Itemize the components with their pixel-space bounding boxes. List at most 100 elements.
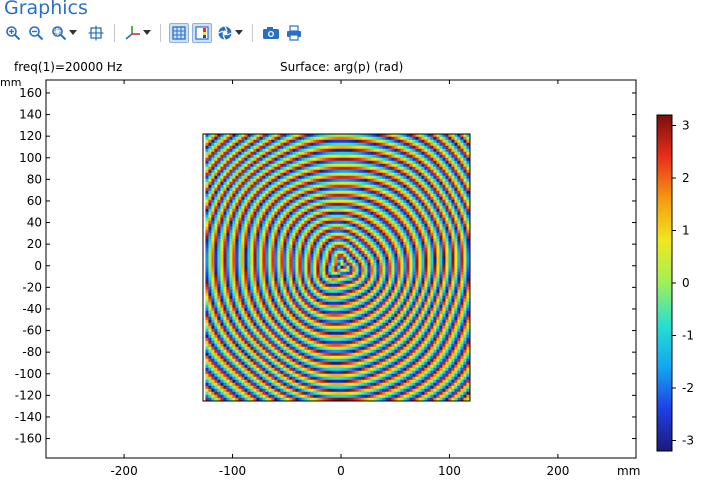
field-cell: [250, 253, 254, 258]
legend-toggle-button[interactable]: [192, 23, 212, 43]
field-cell: [379, 220, 383, 225]
field-cell: [328, 256, 332, 261]
field-cell: [388, 241, 392, 246]
field-cell: [376, 283, 380, 288]
field-cell: [406, 178, 410, 183]
field-cell: [388, 145, 392, 150]
field-cell: [355, 226, 359, 231]
field-cell: [268, 292, 272, 297]
zoom-dropdown-caret[interactable]: [68, 23, 78, 43]
field-cell: [445, 193, 449, 198]
field-cell: [445, 196, 449, 201]
field-cell: [460, 211, 464, 216]
field-cell: [220, 214, 224, 219]
field-cell: [313, 175, 317, 180]
field-cell: [397, 196, 401, 201]
axis-dropdown-caret[interactable]: [142, 23, 152, 43]
field-cell: [409, 214, 413, 219]
field-cell: [259, 214, 263, 219]
field-cell: [370, 163, 374, 168]
field-cell: [265, 211, 269, 216]
field-cell: [328, 169, 332, 174]
field-cell: [421, 274, 425, 279]
print-button[interactable]: [284, 23, 304, 43]
zoom-out-button[interactable]: [26, 23, 46, 43]
field-cell: [241, 178, 245, 183]
field-cell: [337, 235, 341, 240]
field-cell: [265, 229, 269, 234]
field-cell: [346, 196, 350, 201]
field-cell: [445, 145, 449, 150]
axis-orientation-button[interactable]: [123, 23, 143, 43]
field-cell: [370, 283, 374, 288]
field-cell: [259, 220, 263, 225]
field-cell: [328, 271, 332, 276]
field-cell: [349, 256, 353, 261]
field-cell: [451, 226, 455, 231]
field-cell: [463, 172, 467, 177]
field-cell: [448, 154, 452, 159]
field-cell: [310, 169, 314, 174]
zoom-extents-button[interactable]: [86, 23, 106, 43]
field-cell: [274, 163, 278, 168]
field-cell: [382, 265, 386, 270]
field-cell: [346, 157, 350, 162]
field-cell: [430, 262, 434, 267]
field-cell: [391, 223, 395, 228]
field-cell: [463, 244, 467, 249]
field-cell: [283, 202, 287, 207]
zoom-box-button[interactable]: [49, 23, 69, 43]
field-cell: [334, 166, 338, 171]
field-cell: [349, 214, 353, 219]
field-cell: [424, 286, 428, 291]
field-cell: [355, 169, 359, 174]
field-cell: [253, 220, 257, 225]
field-cell: [448, 202, 452, 207]
field-cell: [463, 154, 467, 159]
field-cell: [226, 232, 230, 237]
field-cell: [337, 256, 341, 261]
field-cell: [214, 139, 218, 144]
field-cell: [232, 142, 236, 147]
field-cell: [229, 151, 233, 156]
field-cell: [421, 265, 425, 270]
field-cell: [208, 259, 212, 264]
field-cell: [319, 217, 323, 222]
field-cell: [247, 184, 251, 189]
field-cell: [235, 142, 239, 147]
field-cell: [226, 211, 230, 216]
field-cell: [376, 202, 380, 207]
field-cell: [376, 250, 380, 255]
field-cell: [433, 244, 437, 249]
field-cell: [343, 268, 347, 273]
field-cell: [232, 274, 236, 279]
image-snapshot-button[interactable]: [261, 23, 281, 43]
field-cell: [448, 232, 452, 237]
field-cell: [451, 280, 455, 285]
grid-toggle-button[interactable]: [169, 23, 189, 43]
field-cell: [460, 280, 464, 285]
field-cell: [466, 139, 470, 144]
field-cell: [448, 196, 452, 201]
field-cell: [232, 244, 236, 249]
field-cell: [439, 208, 443, 213]
field-cell: [409, 211, 413, 216]
zoom-in-button[interactable]: [3, 23, 23, 43]
field-cell: [406, 241, 410, 246]
field-cell: [427, 163, 431, 168]
field-cell: [304, 163, 308, 168]
field-cell: [292, 229, 296, 234]
field-cell: [319, 145, 323, 150]
field-cell: [445, 286, 449, 291]
scene-light-button[interactable]: [215, 23, 235, 43]
field-cell: [301, 229, 305, 234]
field-cell: [424, 148, 428, 153]
field-cell: [445, 139, 449, 144]
field-cell: [211, 199, 215, 204]
field-cell: [415, 250, 419, 255]
field-cell: [295, 181, 299, 186]
scene-light-dropdown-caret[interactable]: [234, 23, 244, 43]
field-cell: [304, 196, 308, 201]
field-cell: [412, 226, 416, 231]
